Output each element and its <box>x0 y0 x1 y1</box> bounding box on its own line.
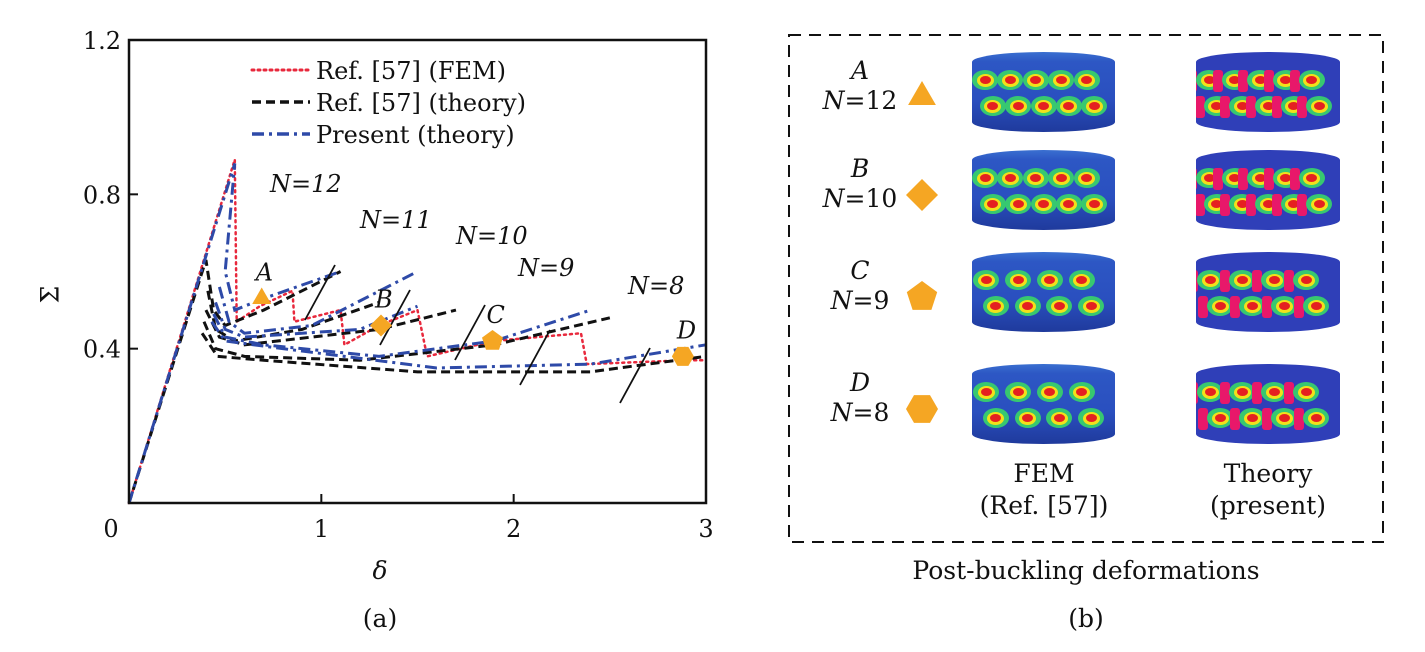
theory-deformation-image <box>1196 364 1340 444</box>
x-axis-label: δ <box>372 556 388 585</box>
annotation-leader-3 <box>519 329 551 386</box>
marker-label-D: D <box>676 316 696 344</box>
x-tick-label-2: 2 <box>506 515 521 543</box>
theory-deformation-image <box>1196 52 1340 132</box>
x-tick-label-1: 1 <box>314 515 329 543</box>
plot-frame <box>127 38 708 505</box>
marker-label-C: C <box>487 301 505 329</box>
x-tick-label-0: 0 <box>103 515 118 543</box>
row-mode-number: N=9 <box>830 286 890 315</box>
row-label: A N=12 <box>815 56 905 116</box>
marker-pentagon-icon <box>906 281 938 310</box>
marker-hexagon-icon <box>906 395 938 423</box>
series-line-1 <box>127 259 342 504</box>
annotation-0: N=12 <box>269 170 342 198</box>
row-letter: D <box>849 368 871 397</box>
fem-deformation-image <box>972 52 1115 132</box>
theory-deformation-image <box>1196 252 1340 332</box>
row-mode-number: N=8 <box>830 398 890 427</box>
marker-diamond-icon <box>906 179 938 211</box>
annotation-3: N=9 <box>517 254 574 282</box>
row-mode-number: N=12 <box>822 86 898 115</box>
fem-deformation-image <box>972 364 1115 444</box>
series-line-5 <box>200 332 707 374</box>
fem-deformation-image <box>972 150 1115 230</box>
row-letter: A <box>850 56 870 85</box>
row-letter: B <box>850 154 870 183</box>
series-line-6 <box>127 163 342 504</box>
annotation-leader-2 <box>454 304 486 361</box>
panel-a-label: (a) <box>362 604 398 633</box>
dashed-border <box>788 34 1384 543</box>
series-line-0 <box>127 159 708 505</box>
annotation-2: N=10 <box>455 222 528 250</box>
legend-label-1: Ref. [57] (theory) <box>316 89 526 117</box>
marker-triangle-icon <box>908 81 936 105</box>
row-letter: C <box>850 256 870 285</box>
fem-caption-line2: (Ref. [57]) <box>979 491 1109 520</box>
annotation-leader-1 <box>379 289 411 346</box>
theory-caption-line1: Theory <box>1223 459 1313 488</box>
y-tick-label-0: 0.4 <box>83 336 121 364</box>
theory-caption-line2: (present) <box>1209 491 1327 520</box>
row-label: D N=8 <box>815 368 905 428</box>
y-tick-label-2: 1.2 <box>83 27 121 55</box>
annotation-4: N=8 <box>627 272 684 300</box>
annotation-leader-0 <box>304 264 336 321</box>
marker-label-A: A <box>254 259 273 287</box>
y-tick-label-1: 0.8 <box>83 181 121 209</box>
series-line-10 <box>210 320 707 370</box>
series-line-7 <box>217 270 419 335</box>
row-label: B N=10 <box>815 154 905 214</box>
fem-caption-line1: FEM <box>1013 459 1075 488</box>
fem-deformation-image <box>972 252 1115 332</box>
row-label: C N=9 <box>815 256 905 316</box>
panel-b-label: (b) <box>1068 604 1104 633</box>
marker-C <box>482 330 503 350</box>
row-mode-number: N=10 <box>822 184 898 213</box>
theory-caption: Theory (present) <box>1168 458 1368 522</box>
panel-b-title: Post-buckling deformations <box>912 556 1260 585</box>
theory-deformation-image <box>1196 150 1340 230</box>
marker-D <box>671 346 694 366</box>
series-line-4 <box>202 316 611 362</box>
x-tick-label-3: 3 <box>698 515 713 543</box>
annotation-1: N=11 <box>359 206 432 234</box>
legend-label-2: Present (theory) <box>316 121 515 149</box>
annotation-leader-4 <box>619 347 651 404</box>
marker-B <box>370 314 392 337</box>
marker-A <box>252 287 272 304</box>
legend-label-0: Ref. [57] (FEM) <box>316 57 506 85</box>
fem-caption: FEM (Ref. [57]) <box>944 458 1144 522</box>
marker-label-B: B <box>374 286 393 314</box>
